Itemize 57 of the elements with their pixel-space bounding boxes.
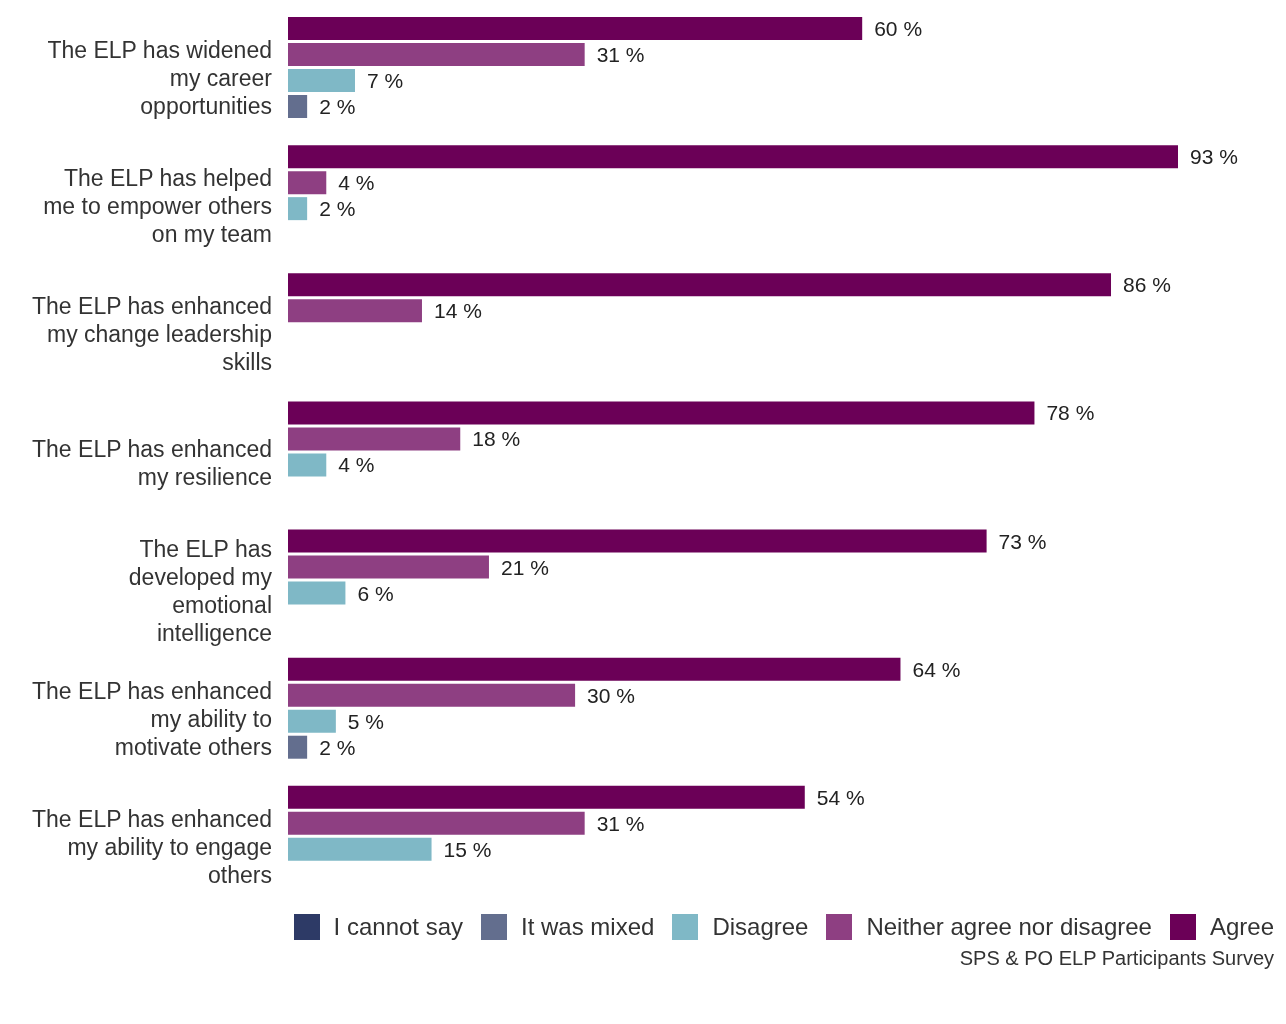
bar (288, 299, 422, 323)
data-label: 86 % (1123, 273, 1171, 297)
data-label: 2 % (319, 94, 356, 118)
y-tick-label: The ELP has enhanced my ability to engage others (32, 806, 272, 889)
data-label: 73 % (998, 529, 1047, 553)
bar (288, 453, 327, 477)
data-label: 4 % (338, 453, 375, 477)
data-label: 21 % (500, 555, 549, 579)
y-tick-label: The ELP has widened my career opportunities (47, 37, 273, 120)
bar (288, 837, 432, 861)
bar (288, 145, 1178, 169)
text: SPS & PO ELP Participants Survey (958, 947, 1275, 970)
bar (288, 95, 308, 118)
legend-label: Disagree (712, 913, 809, 941)
data-label: 4 % (338, 171, 375, 195)
bar (288, 529, 987, 553)
y-tick-label: The ELP has developed my emotional intelligence (128, 535, 273, 646)
legend-label: Neither agree nor disagree (866, 913, 1152, 941)
bar (288, 735, 308, 759)
bar (288, 683, 576, 707)
bar (288, 555, 489, 579)
data-label: 5 % (347, 709, 385, 733)
bar (288, 43, 585, 66)
y-tick-label: The ELP has enhanced my resilience (32, 435, 272, 490)
data-label: 6 % (357, 581, 394, 605)
legend-label: It was mixed (521, 913, 655, 941)
bar (288, 427, 461, 451)
y-tick-label: The ELP has helped me to empower others on my team (43, 165, 272, 248)
bar (288, 709, 336, 733)
data-label: 31 % (596, 42, 645, 66)
data-label: 2 % (319, 197, 356, 221)
bar (288, 69, 355, 92)
y-tick-label: The ELP has enhanced my ability to motivate others (32, 677, 272, 760)
bar (288, 785, 805, 809)
data-label: 93 % (1190, 145, 1238, 169)
data-label: 2 % (319, 735, 356, 759)
bar (288, 171, 327, 195)
legend-label: Agree (1209, 913, 1274, 941)
bar (288, 657, 901, 681)
data-label: 30 % (587, 683, 635, 707)
y-tick-label: The ELP has enhanced my change leadership skills (32, 293, 272, 376)
data-label: 54 % (816, 785, 865, 809)
data-label: 78 % (1046, 401, 1095, 425)
data-label: 31 % (596, 811, 645, 835)
bar (288, 273, 1112, 297)
data-label: 7 % (366, 68, 404, 92)
bar (288, 811, 585, 835)
data-label: 18 % (472, 427, 521, 451)
bar (288, 581, 346, 605)
data-label: 64 % (912, 657, 961, 681)
data-label: 15 % (443, 837, 492, 861)
bar (288, 17, 863, 40)
bar (288, 197, 308, 221)
legend-label: I cannot say (333, 913, 464, 941)
data-label: 60 % (874, 16, 923, 40)
data-label: 14 % (433, 299, 482, 323)
bar (288, 401, 1035, 425)
